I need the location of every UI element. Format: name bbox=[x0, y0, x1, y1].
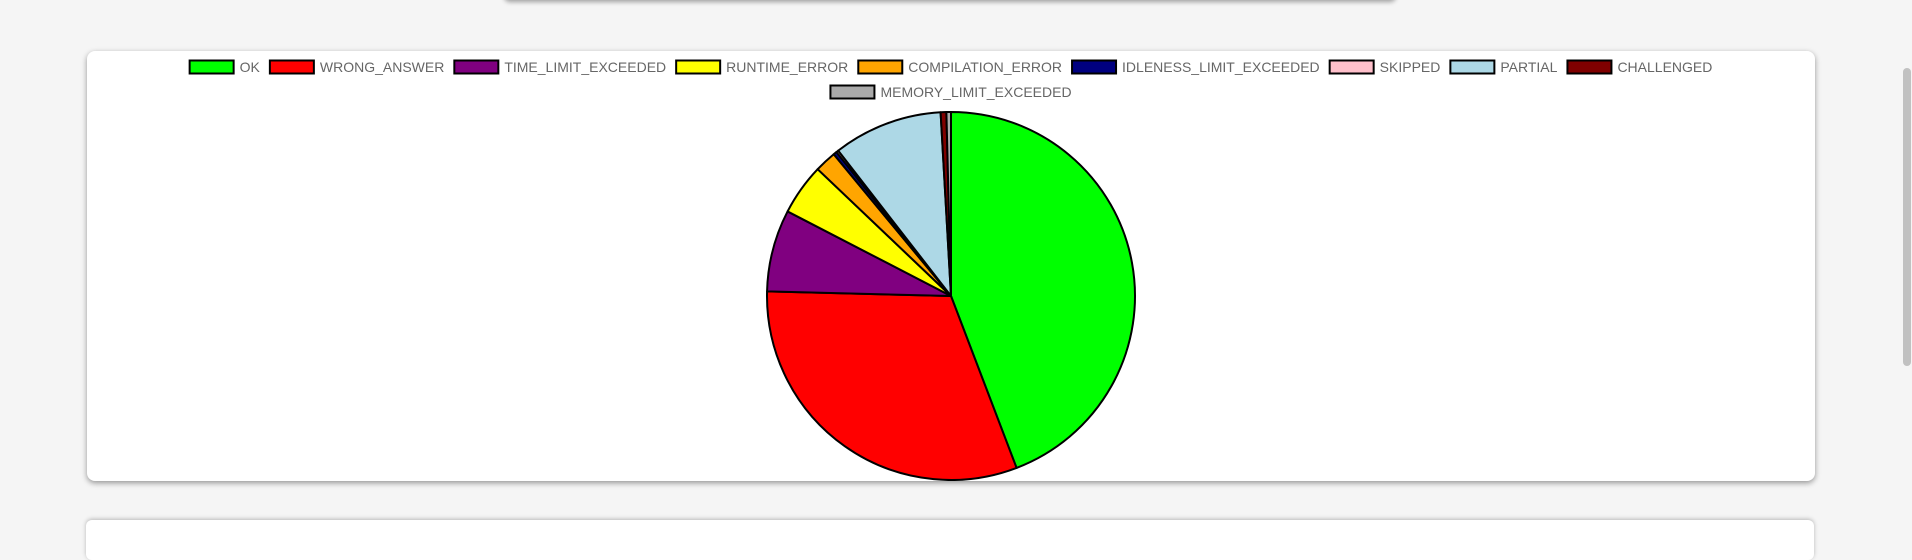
legend-label-idleness-limit-exceeded: IDLENESS_LIMIT_EXCEEDED bbox=[1122, 59, 1320, 75]
legend-swatch-compilation-error bbox=[857, 59, 904, 75]
legend-item-memory-limit-exceeded[interactable]: MEMORY_LIMIT_EXCEEDED bbox=[829, 84, 1072, 100]
legend-swatch-ok bbox=[188, 59, 235, 75]
legend-item-runtime-error[interactable]: RUNTIME_ERROR bbox=[675, 59, 848, 75]
legend-swatch-runtime-error bbox=[675, 59, 722, 75]
pie-slice-ok[interactable] bbox=[950, 111, 1137, 469]
page-scrollbar-thumb[interactable] bbox=[1903, 68, 1911, 366]
legend-label-challenged: CHALLENGED bbox=[1617, 59, 1712, 75]
pie-slice-partial[interactable] bbox=[837, 111, 952, 297]
legend-item-skipped[interactable]: SKIPPED bbox=[1328, 59, 1441, 75]
legend-item-challenged[interactable]: CHALLENGED bbox=[1566, 59, 1712, 75]
legend-swatch-memory-limit-exceeded bbox=[829, 84, 876, 100]
legend-label-wrong-answer: WRONG_ANSWER bbox=[320, 59, 444, 75]
legend-swatch-challenged bbox=[1566, 59, 1613, 75]
legend-swatch-skipped bbox=[1328, 59, 1375, 75]
legend-label-ok: OK bbox=[240, 59, 261, 75]
legend-item-time-limit-exceeded[interactable]: TIME_LIMIT_EXCEEDED bbox=[453, 59, 666, 75]
pie-slice-wrong-answer[interactable] bbox=[766, 290, 1018, 481]
legend-label-partial: PARTIAL bbox=[1500, 59, 1557, 75]
pie-slice-memory-limit-exceeded[interactable] bbox=[945, 111, 952, 297]
legend-swatch-time-limit-exceeded bbox=[453, 59, 500, 75]
next-card bbox=[86, 520, 1814, 560]
verdict-pie-chart: OK WRONG_ANSWER TIME_LIMIT_EXCEEDED RUNTIME… bbox=[188, 59, 1712, 481]
legend-swatch-idleness-limit-exceeded bbox=[1071, 59, 1118, 75]
legend-item-compilation-error[interactable]: COMPILATION_ERROR bbox=[857, 59, 1062, 75]
legend-label-time-limit-exceeded: TIME_LIMIT_EXCEEDED bbox=[504, 59, 666, 75]
legend-label-runtime-error: RUNTIME_ERROR bbox=[726, 59, 848, 75]
legend-swatch-partial bbox=[1449, 59, 1496, 75]
legend-label-compilation-error: COMPILATION_ERROR bbox=[908, 59, 1062, 75]
verdict-chart-card: OK WRONG_ANSWER TIME_LIMIT_EXCEEDED RUNTIME… bbox=[87, 51, 1815, 481]
legend-item-partial[interactable]: PARTIAL bbox=[1449, 59, 1558, 75]
legend-label-skipped: SKIPPED bbox=[1380, 59, 1441, 75]
pie-slices bbox=[766, 111, 1137, 481]
legend-label-memory-limit-exceeded: MEMORY_LIMIT_EXCEEDED bbox=[880, 84, 1071, 100]
chart-legend: OK WRONG_ANSWER TIME_LIMIT_EXCEEDED RUNTIME… bbox=[188, 59, 1712, 100]
legend-item-wrong-answer[interactable]: WRONG_ANSWER bbox=[268, 59, 444, 75]
legend-item-ok[interactable]: OK bbox=[188, 59, 261, 75]
legend-swatch-wrong-answer bbox=[268, 59, 315, 75]
legend-item-idleness-limit-exceeded[interactable]: IDLENESS_LIMIT_EXCEEDED bbox=[1071, 59, 1320, 75]
page-scrollbar[interactable] bbox=[1902, 0, 1912, 523]
